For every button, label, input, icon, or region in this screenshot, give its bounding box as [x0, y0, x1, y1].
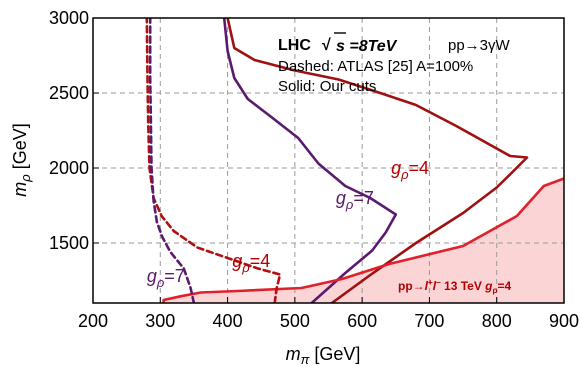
x-axis-title: mπ [GeV]: [286, 344, 361, 367]
x-tick-label: 700: [414, 311, 444, 331]
lhc13-label: pp→l+l− 13 TeV gρ=4: [398, 278, 511, 295]
series-line-3: [145, 18, 282, 303]
shaded-region-layer: [163, 178, 564, 303]
x-tick-label: 500: [280, 311, 310, 331]
y-axis-title: mρ [GeV]: [10, 123, 33, 196]
series-line-4: [148, 18, 196, 303]
y-tick-label: 2500: [49, 83, 89, 103]
annotation-block: LHC √ s =8TeV pp→3γW Dashed: ATLAS [25] …: [278, 32, 511, 95]
x-tick-label: 800: [482, 311, 512, 331]
y-tick-label: 2000: [49, 158, 89, 178]
annotation-sqrt: √: [322, 37, 331, 54]
curve-labels-layer: gρ=4 gρ=7 gρ=4 gρ=7: [147, 158, 429, 290]
x-tick-label: 900: [549, 311, 579, 331]
series-line-2: [162, 177, 564, 303]
grid-layer: [93, 18, 564, 303]
y-tick-label: 1500: [49, 233, 89, 253]
series-line-0: [226, 18, 529, 303]
curve-label-1: gρ=7: [336, 188, 374, 212]
y-tick-label: 3000: [49, 8, 89, 28]
annotation-process: pp→3γW: [448, 37, 511, 54]
annotation-energy: s =8TeV: [336, 38, 398, 55]
x-tick-label: 300: [145, 311, 175, 331]
curve-label-0: gρ=4: [391, 158, 429, 182]
curve-label-3: gρ=7: [147, 266, 185, 290]
series-line-1: [222, 18, 398, 303]
annotation-line1: LHC: [278, 37, 311, 54]
plot-frame: [92, 17, 565, 304]
x-tick-label: 400: [213, 311, 243, 331]
ticks-layer: 200 300 400 500 600 700 800 900 1500 2000 2500 3000: [49, 8, 579, 331]
x-tick-label: 200: [78, 311, 108, 331]
lhc13-excluded-region: [163, 178, 564, 303]
curve-layer: [145, 18, 564, 303]
annotation-line2: Dashed: ATLAS [25] A=100%: [278, 58, 473, 75]
x-tick-label: 600: [347, 311, 377, 331]
curve-label-2: gρ=4: [232, 251, 270, 275]
annotation-line3: Solid: Our cuts: [278, 78, 376, 95]
